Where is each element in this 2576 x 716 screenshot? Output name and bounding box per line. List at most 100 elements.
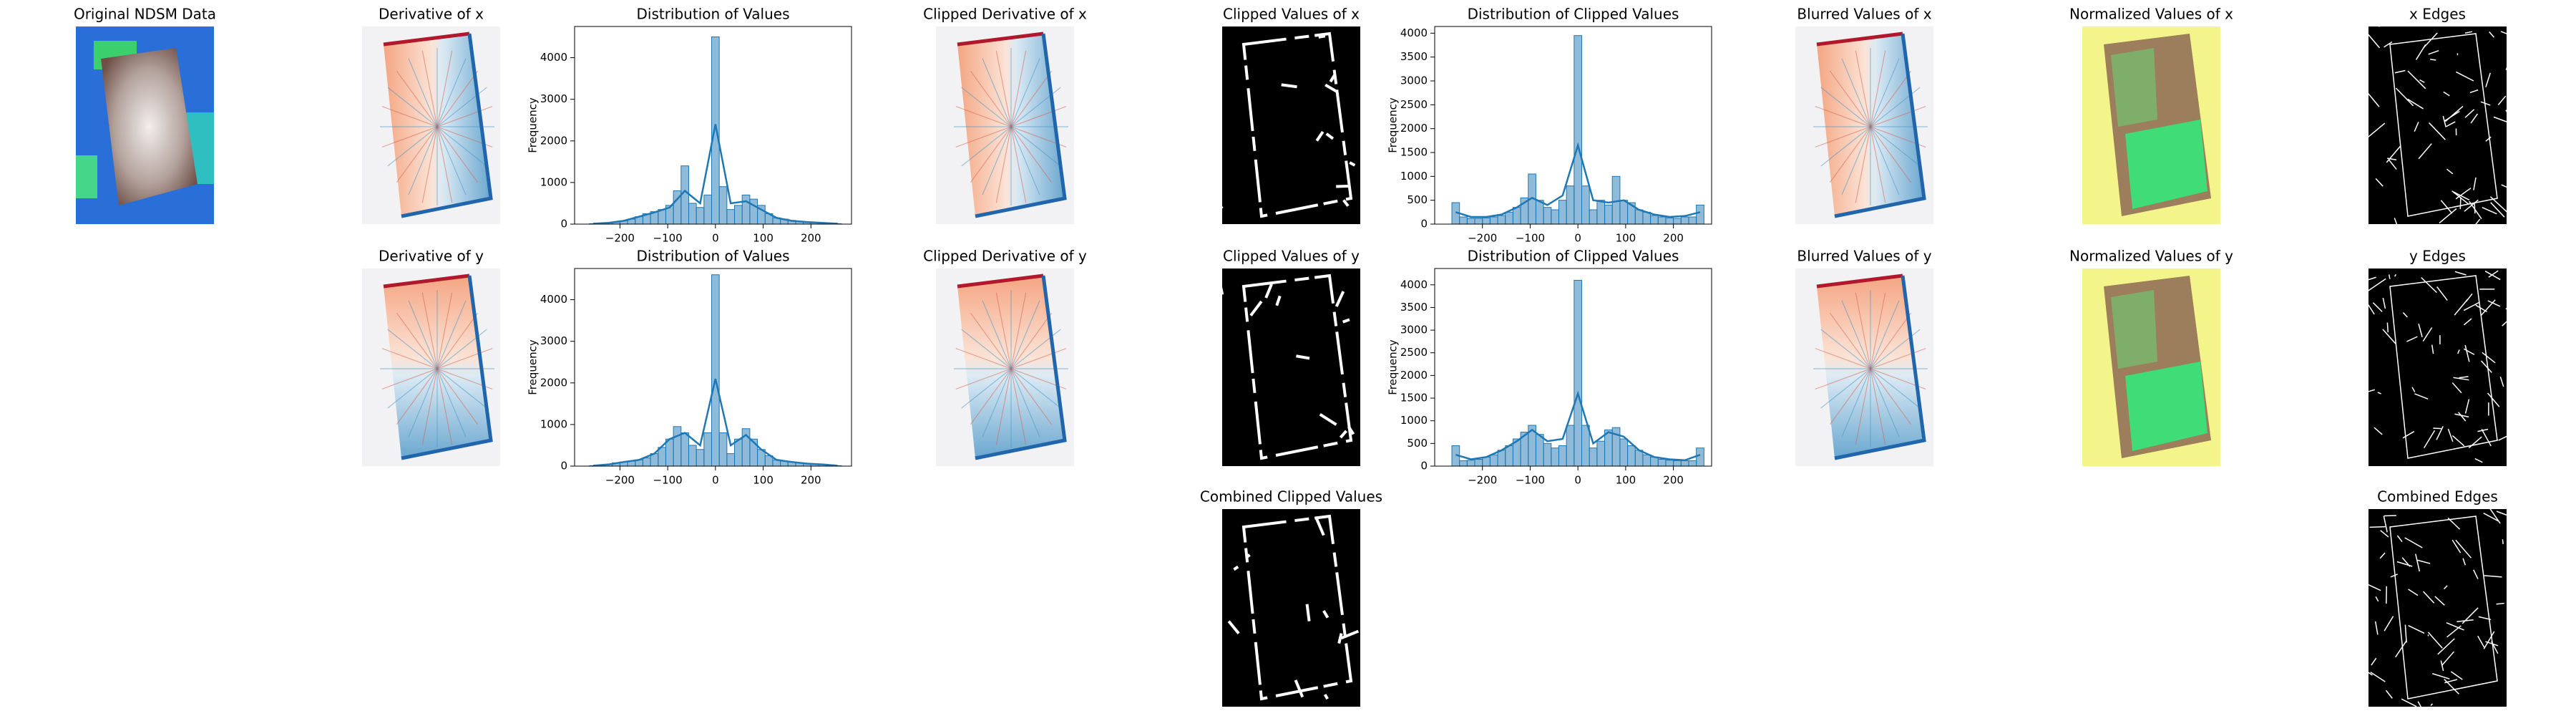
image-stripe — [436, 300, 467, 369]
image-line — [2469, 89, 2479, 94]
y-tick-label: 4000 — [1400, 278, 1428, 291]
image-line — [2456, 71, 2474, 82]
image-stripe — [1010, 50, 1027, 127]
image-line — [2380, 530, 2389, 538]
image-line — [2447, 517, 2461, 530]
image-stripe — [1855, 368, 1871, 445]
image-line — [2505, 306, 2512, 310]
image-edge — [1834, 33, 1926, 218]
histogram-bar — [1466, 460, 1475, 467]
image-line — [2459, 376, 2469, 379]
image-stripe — [1010, 105, 1067, 127]
image-line — [2364, 29, 2381, 49]
image-stripe — [982, 300, 1012, 369]
image-line — [2430, 703, 2434, 706]
image-edge — [1816, 274, 1903, 289]
image-line — [2473, 569, 2479, 579]
image-line — [2447, 428, 2454, 442]
image-line — [1323, 693, 1329, 700]
histogram-bar — [1657, 216, 1667, 225]
histogram-bar — [688, 445, 697, 467]
image-line — [2382, 297, 2386, 309]
histogram-bar — [734, 205, 743, 225]
image-line — [2436, 286, 2448, 301]
image-line — [2361, 276, 2376, 283]
image-line — [2464, 399, 2470, 414]
image-line — [2500, 31, 2511, 36]
image-outline — [1241, 514, 1353, 701]
image-region — [2111, 48, 2157, 127]
y-tick-label: 0 — [1420, 218, 1428, 231]
panel-title: x Edges — [2409, 6, 2466, 23]
image-stripe — [1815, 368, 1871, 390]
image-background — [1222, 509, 1360, 707]
histogram-bar — [726, 209, 736, 225]
histogram-bar — [1673, 218, 1682, 225]
image-line — [1275, 295, 1282, 306]
histogram-bar — [1489, 454, 1498, 467]
image-stripe — [1010, 368, 1053, 425]
image-line — [2431, 344, 2434, 354]
y-axis-label: Frequency — [527, 339, 540, 395]
image-panel — [2361, 268, 2520, 466]
histogram-bar — [1696, 204, 1704, 225]
image-line — [1318, 34, 1326, 39]
image-region — [76, 155, 97, 198]
image-stripe — [1815, 347, 1871, 369]
image-line — [2446, 121, 2456, 127]
histogram-bar — [1657, 459, 1667, 467]
image-stripe — [995, 368, 1012, 445]
histogram-bar — [1574, 35, 1583, 225]
y-tick-label: 0 — [560, 460, 567, 473]
y-tick-label: 2000 — [540, 376, 567, 389]
image-line — [2473, 177, 2477, 190]
image-stripe — [436, 368, 467, 437]
y-tick-label: 2000 — [1400, 122, 1428, 135]
y-tick-label: 1500 — [1400, 392, 1428, 405]
image-line — [2408, 625, 2425, 634]
y-axis-label: Frequency — [527, 97, 540, 153]
histogram-bar — [741, 194, 751, 225]
histogram-bar — [1688, 216, 1697, 225]
image-stripe — [1815, 126, 1871, 148]
image-line — [2451, 382, 2462, 394]
histogram-bar — [1589, 209, 1598, 225]
image-edge — [1816, 32, 1903, 47]
image-stripe — [1870, 126, 1900, 195]
image-outline — [2389, 275, 2498, 459]
image-line — [2369, 526, 2386, 528]
image-line — [1329, 73, 1337, 83]
image-line — [1325, 132, 1335, 140]
image-stripe — [982, 126, 1012, 195]
image-stripe — [436, 126, 453, 203]
histogram-bar — [711, 37, 720, 225]
histogram-bar — [1650, 456, 1659, 467]
histogram-bar — [1642, 454, 1652, 467]
image-panel — [1222, 509, 1360, 707]
y-tick-label: 1000 — [540, 417, 567, 430]
image-line — [2384, 616, 2394, 632]
x-tick-label: 100 — [1616, 232, 1636, 245]
image-line — [2469, 200, 2482, 219]
image-edge — [975, 275, 1067, 460]
histogram-bar — [1680, 460, 1689, 467]
image-stripe — [436, 58, 467, 127]
image-line — [2434, 596, 2445, 606]
image-building — [101, 48, 197, 205]
image-stripe — [387, 126, 438, 167]
image-line — [2484, 575, 2502, 578]
histogram-bar — [1543, 207, 1552, 225]
histogram-bar — [1535, 434, 1544, 467]
image-stripe — [436, 292, 453, 369]
image-background — [2368, 26, 2507, 224]
image-line — [2485, 72, 2491, 87]
y-tick-label: 3500 — [1400, 301, 1428, 314]
kde-line — [1455, 390, 1701, 462]
image-line — [2364, 389, 2375, 394]
image-line — [2427, 632, 2443, 649]
image-stripe — [1841, 126, 1871, 195]
image-stripe — [1820, 87, 1871, 127]
image-line — [1342, 199, 1350, 207]
image-line — [2446, 168, 2454, 175]
histogram-bar — [703, 432, 712, 467]
